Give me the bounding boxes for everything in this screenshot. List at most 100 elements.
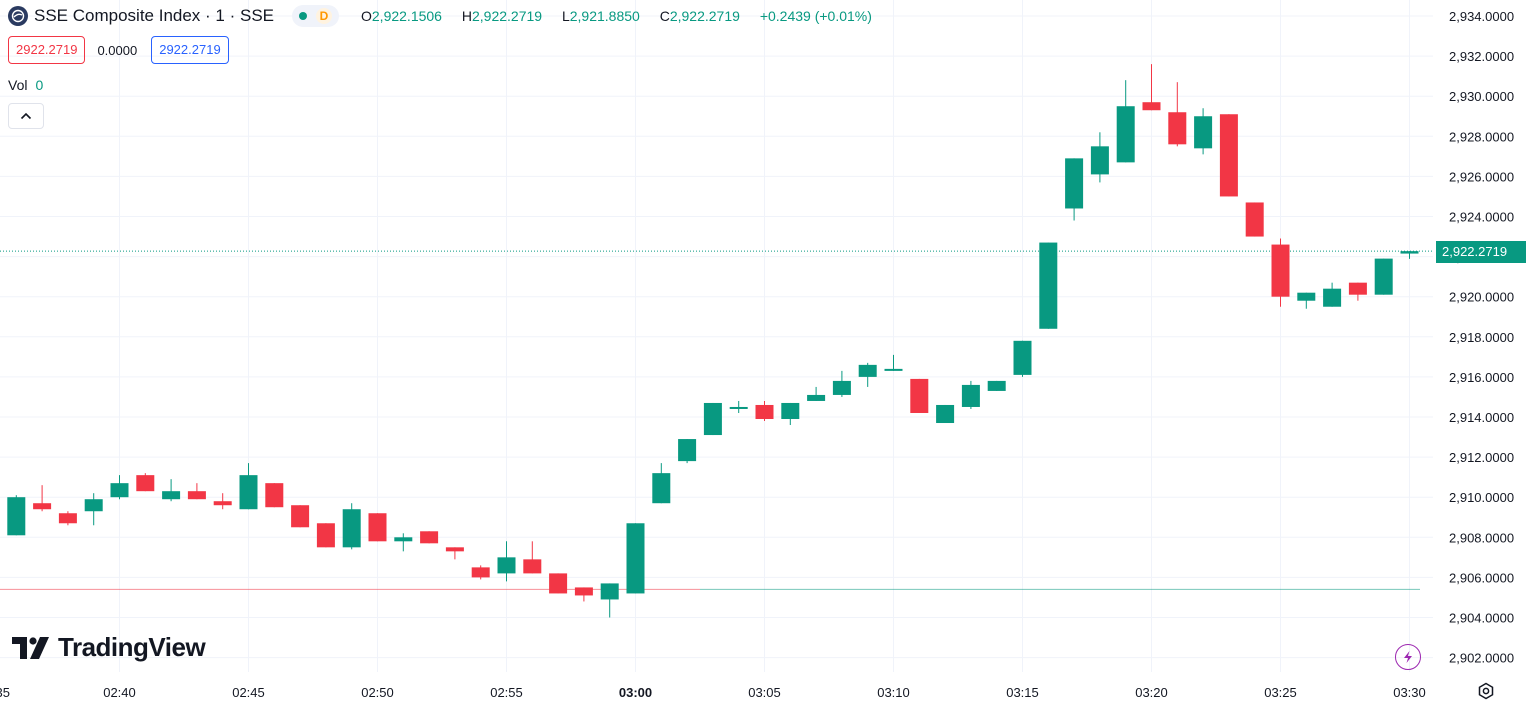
candle-body xyxy=(445,547,464,552)
candle-body xyxy=(110,483,129,498)
candle-body xyxy=(1039,242,1058,329)
price-tick-label: 2,924.0000 xyxy=(1449,210,1514,225)
candle-body xyxy=(1116,106,1135,163)
candle-body xyxy=(652,473,671,504)
candle-body xyxy=(1271,244,1290,297)
chart-grid xyxy=(0,0,1433,672)
time-tick-label: 03:10 xyxy=(877,685,910,700)
price-axis[interactable]: 2,902.0000 2,904.0000 2,906.0000 2,908.0000… xyxy=(1449,9,1514,666)
symbol-legend: SSE Composite Index · 1 · SSE D O2,922.1… xyxy=(8,5,880,27)
buy-button[interactable]: 2922.2719 xyxy=(151,36,229,64)
candle-body xyxy=(703,402,722,436)
time-tick-label: 02:40 xyxy=(103,685,136,700)
open-value: 2,922.1506 xyxy=(371,8,442,24)
price-tick-label: 2,910.0000 xyxy=(1449,490,1514,505)
candle-body xyxy=(84,499,103,512)
candle-body xyxy=(1219,114,1238,197)
candle-body xyxy=(7,497,26,536)
price-tick-label: 2,926.0000 xyxy=(1449,169,1514,184)
price-tick-label: 2,918.0000 xyxy=(1449,330,1514,345)
candle-body xyxy=(987,380,1006,391)
collapse-legend-button[interactable] xyxy=(8,103,44,129)
time-tick-label: 02:55 xyxy=(490,685,523,700)
candle-body xyxy=(832,380,851,395)
time-tick-label: :35 xyxy=(0,685,10,700)
candle-body xyxy=(523,559,542,574)
price-tick-label: 2,914.0000 xyxy=(1449,410,1514,425)
candle-body xyxy=(961,384,980,407)
candle-body xyxy=(549,573,568,594)
candle-body xyxy=(316,523,335,548)
change-value: +0.2439 (+0.01%) xyxy=(759,8,872,24)
price-tick-label: 2,934.0000 xyxy=(1449,9,1514,24)
candle-body xyxy=(936,404,955,424)
candle-body xyxy=(394,537,413,542)
candle-body xyxy=(600,583,619,600)
candle-body xyxy=(1142,102,1161,111)
candle-body xyxy=(729,406,748,409)
candle-body xyxy=(678,439,697,462)
symbol-title[interactable]: SSE Composite Index · 1 · SSE xyxy=(34,6,274,25)
chevron-up-icon xyxy=(20,112,32,120)
low-label: L xyxy=(561,8,570,24)
price-tick-label: 2,912.0000 xyxy=(1449,450,1514,465)
candle-body xyxy=(213,501,232,506)
sell-button[interactable]: 2922.2719 xyxy=(8,36,86,64)
candle-body xyxy=(368,513,387,542)
candle-body xyxy=(1090,146,1109,175)
tradingview-logo-icon xyxy=(12,636,50,659)
open-label: O xyxy=(361,8,372,24)
candle-body xyxy=(1297,292,1316,301)
price-tick-label: 2,904.0000 xyxy=(1449,611,1514,626)
time-tick-label: 03:30 xyxy=(1393,685,1426,700)
candle-body xyxy=(291,505,310,528)
lightning-button[interactable] xyxy=(1395,644,1421,670)
candle-body xyxy=(420,531,439,544)
candle-body xyxy=(626,523,645,594)
price-tick-label: 2,906.0000 xyxy=(1449,570,1514,585)
high-label: H xyxy=(461,8,472,24)
buy-sell-panel: 2922.2719 0.0000 2922.2719 xyxy=(8,36,229,64)
candle-body xyxy=(1374,258,1393,295)
close-value: 2,922.2719 xyxy=(669,8,740,24)
candle-body xyxy=(162,491,181,500)
candle-body xyxy=(33,503,52,510)
volume-legend: Vol 0 xyxy=(8,77,43,93)
time-tick-label: 03:00 xyxy=(619,685,652,700)
volume-label[interactable]: Vol xyxy=(8,77,28,93)
price-tick-label: 2,932.0000 xyxy=(1449,49,1514,64)
market-status-badge[interactable]: D xyxy=(292,5,339,27)
candle-body xyxy=(884,368,903,371)
price-tick-label: 2,908.0000 xyxy=(1449,530,1514,545)
tradingview-logo[interactable]: TradingView xyxy=(12,632,206,663)
time-tick-label: 03:05 xyxy=(748,685,781,700)
candle-body xyxy=(1065,158,1084,209)
time-axis[interactable]: :35 02:40 02:45 02:50 02:55 03:00 03:05 03:10 03… xyxy=(0,685,1426,700)
candle-body xyxy=(910,378,929,413)
candle-body xyxy=(1245,202,1264,237)
candle-body xyxy=(1348,282,1367,295)
price-tick-label: 2,920.0000 xyxy=(1449,290,1514,305)
candle-body xyxy=(1323,288,1342,307)
time-tick-label: 02:50 xyxy=(361,685,394,700)
candles xyxy=(7,64,1419,618)
time-tick-label: 03:15 xyxy=(1006,685,1039,700)
candle-body xyxy=(1400,251,1419,254)
time-tick-label: 03:25 xyxy=(1264,685,1297,700)
symbol-logo-icon[interactable] xyxy=(8,6,28,26)
candle-body xyxy=(471,567,490,578)
price-tick-label: 2,928.0000 xyxy=(1449,129,1514,144)
high-value: 2,922.2719 xyxy=(471,8,543,24)
spread-value: 0.0000 xyxy=(97,42,138,58)
candle-body xyxy=(187,491,206,500)
candle-body xyxy=(574,587,593,596)
candle-body xyxy=(1013,340,1032,375)
time-tick-label: 03:20 xyxy=(1135,685,1168,700)
candle-body xyxy=(265,483,284,508)
candle-body xyxy=(807,394,826,401)
chart-settings-button[interactable] xyxy=(1476,681,1496,701)
gear-icon xyxy=(1478,682,1494,700)
candle-body xyxy=(1168,112,1187,145)
candle-body xyxy=(755,404,774,420)
